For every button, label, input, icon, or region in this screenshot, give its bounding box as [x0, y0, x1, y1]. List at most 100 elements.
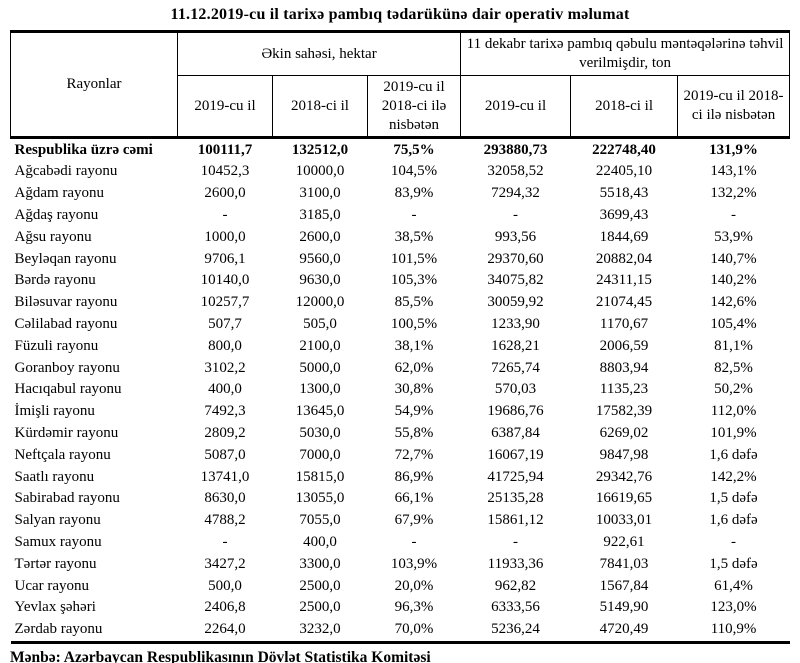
district-name: Goranboy rayonu — [14, 359, 120, 376]
table-row: Ağdam rayonu 2600,0 3100,0 83,9% 7294,32… — [11, 183, 790, 205]
cell-value: 61,4% — [714, 577, 753, 594]
cell-value: 2006,59 — [599, 337, 649, 354]
cell-value: 140,7% — [710, 250, 757, 267]
cell-value: 3427,2 — [204, 555, 246, 572]
cell-value: 7055,0 — [299, 512, 341, 529]
column-header-area-2019: 2019-cu il — [177, 74, 273, 139]
cell-value: 72,7% — [394, 446, 434, 463]
cell-value: 2600,0 — [204, 185, 246, 202]
cell-value: - — [222, 207, 228, 224]
table-row: Beyləqan rayonu 9706,1 9560,0 101,5% 293… — [11, 248, 790, 270]
table-row: Bərdə rayonu 10140,0 9630,0 105,3% 34075… — [11, 270, 790, 292]
cell-value: 7841,03 — [599, 555, 649, 572]
district-name: Tərtər rayonu — [14, 555, 97, 572]
cotton-procurement-table: Rayonlar Əkin sahəsi, hektar 11 dekabr t… — [10, 30, 791, 644]
table-row: Ağdaş rayonu - 3185,0 - - 3699,43 - — [11, 205, 790, 227]
cell-value: - — [411, 207, 417, 224]
cell-value: 1,6 dəfə — [709, 512, 758, 529]
cell-value: 66,1% — [394, 490, 434, 507]
column-header-rayonlar: Rayonlar — [10, 30, 178, 139]
cell-value: 2100,0 — [299, 337, 341, 354]
cell-value: 5000,0 — [299, 359, 341, 376]
cell-value: 32058,52 — [487, 163, 544, 180]
cell-value: 55,8% — [394, 425, 434, 441]
cell-value: 143,1% — [710, 163, 757, 180]
cell-value: 922,61 — [603, 533, 645, 550]
cell-value: 85,5% — [394, 294, 434, 311]
cell-value: 9560,0 — [299, 250, 341, 267]
table-row: Samux rayonu - 400,0 - - 922,61 - — [11, 532, 790, 554]
cell-value: 101,9% — [710, 425, 757, 441]
cell-value: 4788,2 — [204, 512, 246, 529]
cell-value: 1628,21 — [491, 337, 540, 354]
district-name: İmişli rayonu — [14, 403, 95, 420]
cell-value: 293880,73 — [483, 141, 548, 158]
cell-value: 1135,23 — [599, 381, 649, 398]
table-row: Saatlı rayonu 13741,0 15815,0 86,9% 4172… — [11, 466, 790, 488]
cell-value: 2500,0 — [299, 577, 341, 594]
district-name: Ucar rayonu — [14, 577, 90, 594]
cell-value: 132512,0 — [291, 141, 349, 158]
cell-value: 10033,01 — [595, 512, 653, 529]
cell-value: 8630,0 — [204, 490, 246, 507]
column-header-tons-2018: 2018-ci il — [570, 74, 679, 139]
cell-value: 993,56 — [494, 228, 537, 245]
cell-value: 29342,76 — [595, 468, 653, 485]
cell-value: 5087,0 — [204, 446, 246, 463]
district-name: Beyləqan rayonu — [14, 250, 117, 267]
cell-value: 3300,0 — [299, 555, 341, 572]
cell-value: 67,9% — [394, 512, 434, 529]
table-row: Tərtər rayonu 3427,2 3300,0 103,9% 11933… — [11, 553, 790, 575]
cell-value: 131,9% — [709, 141, 758, 158]
source-note: Mənbə: Azərbaycan Respublikasının Dövlət… — [10, 648, 431, 663]
cell-value: 1170,67 — [599, 316, 649, 333]
table-row: Cəlilabad rayonu 507,7 505,0 100,5% 1233… — [11, 314, 790, 336]
cell-value: 70,0% — [394, 621, 434, 638]
cell-value: - — [513, 533, 519, 550]
cell-value: 3699,43 — [599, 207, 649, 224]
cell-value: 500,0 — [208, 577, 242, 594]
cell-value: 7294,32 — [491, 185, 540, 202]
table-row: Goranboy rayonu 3102,2 5000,0 62,0% 7265… — [11, 357, 790, 379]
table-row: Ucar rayonu 500,0 2500,0 20,0% 962,82 15… — [11, 575, 790, 597]
cell-value: 1300,0 — [299, 381, 341, 398]
cell-value: 5236,24 — [491, 621, 540, 638]
cell-value: 6269,02 — [599, 425, 649, 441]
cell-value: 103,9% — [390, 555, 438, 572]
district-name: Hacıqabul rayonu — [14, 381, 122, 398]
cell-value: 50,2% — [714, 381, 753, 398]
cell-value: 3232,0 — [299, 621, 341, 638]
district-name: Samux rayonu — [14, 533, 102, 550]
table-row: Neftçala rayonu 5087,0 7000,0 72,7% 1606… — [11, 444, 790, 466]
column-header-tons-ratio: 2019-cu il 2018-ci ilə nisbətən — [677, 74, 791, 139]
cell-value: 132,2% — [710, 185, 757, 202]
header-group-row: Rayonlar Əkin sahəsi, hektar 11 dekabr t… — [10, 30, 791, 139]
cell-value: 100,5% — [390, 316, 438, 333]
cell-value: 19686,76 — [487, 403, 544, 420]
table-row: Salyan rayonu 4788,2 7055,0 67,9% 15861,… — [11, 510, 790, 532]
cell-value: 1,6 dəfə — [709, 446, 758, 463]
cell-value: 34075,82 — [487, 272, 544, 289]
cell-value: 86,9% — [394, 468, 434, 485]
cell-value: 12000,0 — [295, 294, 345, 311]
cell-value: 17582,39 — [595, 403, 653, 420]
cell-value: 105,3% — [390, 272, 438, 289]
cell-value: 5030,0 — [299, 425, 341, 441]
table-row: Ağsu rayonu 1000,0 2600,0 38,5% 993,56 1… — [11, 226, 790, 248]
table-header: Rayonlar Əkin sahəsi, hektar 11 dekabr t… — [10, 30, 791, 139]
cell-value: 962,82 — [494, 577, 537, 594]
cell-value: 16619,65 — [595, 490, 653, 507]
table-row: Kürdəmir rayonu 2809,2 5030,0 55,8% 6387… — [11, 423, 790, 445]
cell-value: 1,5 dəfə — [709, 490, 758, 507]
cell-value: 11933,36 — [487, 555, 544, 572]
cell-value: 505,0 — [303, 316, 337, 333]
cell-value: 29370,60 — [487, 250, 544, 267]
cell-value: 142,2% — [710, 468, 757, 485]
district-name: Kürdəmir rayonu — [14, 425, 119, 441]
cell-value: 22405,10 — [595, 163, 653, 180]
cell-value: 6387,84 — [491, 425, 540, 441]
district-name: Respublika üzrə cəmi — [14, 141, 153, 158]
cell-value: - — [222, 533, 228, 550]
cell-value: 75,5% — [393, 141, 435, 158]
district-name: Ağdaş rayonu — [14, 207, 99, 224]
